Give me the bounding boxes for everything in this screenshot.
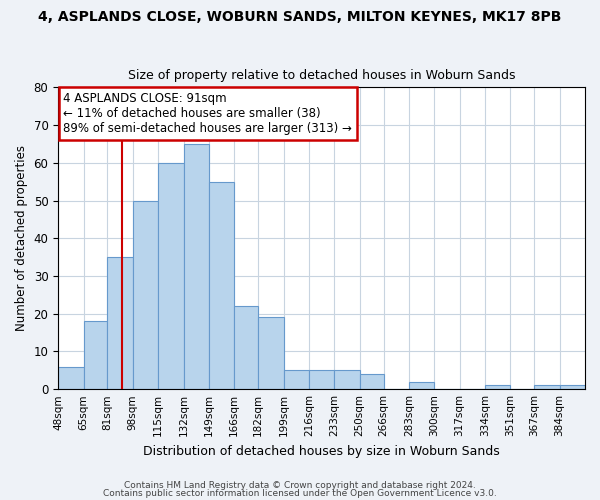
Bar bbox=[560, 386, 585, 389]
Bar bbox=[209, 182, 234, 389]
X-axis label: Distribution of detached houses by size in Woburn Sands: Distribution of detached houses by size … bbox=[143, 444, 500, 458]
Bar bbox=[409, 382, 434, 389]
Text: Contains HM Land Registry data © Crown copyright and database right 2024.: Contains HM Land Registry data © Crown c… bbox=[124, 480, 476, 490]
Bar bbox=[184, 144, 209, 389]
Bar bbox=[107, 257, 133, 389]
Bar bbox=[258, 318, 284, 389]
Text: Contains public sector information licensed under the Open Government Licence v3: Contains public sector information licen… bbox=[103, 489, 497, 498]
Title: Size of property relative to detached houses in Woburn Sands: Size of property relative to detached ho… bbox=[128, 69, 515, 82]
Bar bbox=[284, 370, 309, 389]
Bar bbox=[534, 386, 560, 389]
Bar bbox=[133, 200, 158, 389]
Bar bbox=[334, 370, 359, 389]
Bar bbox=[234, 306, 258, 389]
Text: 4 ASPLANDS CLOSE: 91sqm
← 11% of detached houses are smaller (38)
89% of semi-de: 4 ASPLANDS CLOSE: 91sqm ← 11% of detache… bbox=[64, 92, 352, 135]
Bar bbox=[83, 322, 107, 389]
Text: 4, ASPLANDS CLOSE, WOBURN SANDS, MILTON KEYNES, MK17 8PB: 4, ASPLANDS CLOSE, WOBURN SANDS, MILTON … bbox=[38, 10, 562, 24]
Bar bbox=[58, 366, 83, 389]
Bar bbox=[485, 386, 511, 389]
Y-axis label: Number of detached properties: Number of detached properties bbox=[15, 146, 28, 332]
Bar bbox=[158, 163, 184, 389]
Bar bbox=[309, 370, 334, 389]
Bar bbox=[359, 374, 383, 389]
